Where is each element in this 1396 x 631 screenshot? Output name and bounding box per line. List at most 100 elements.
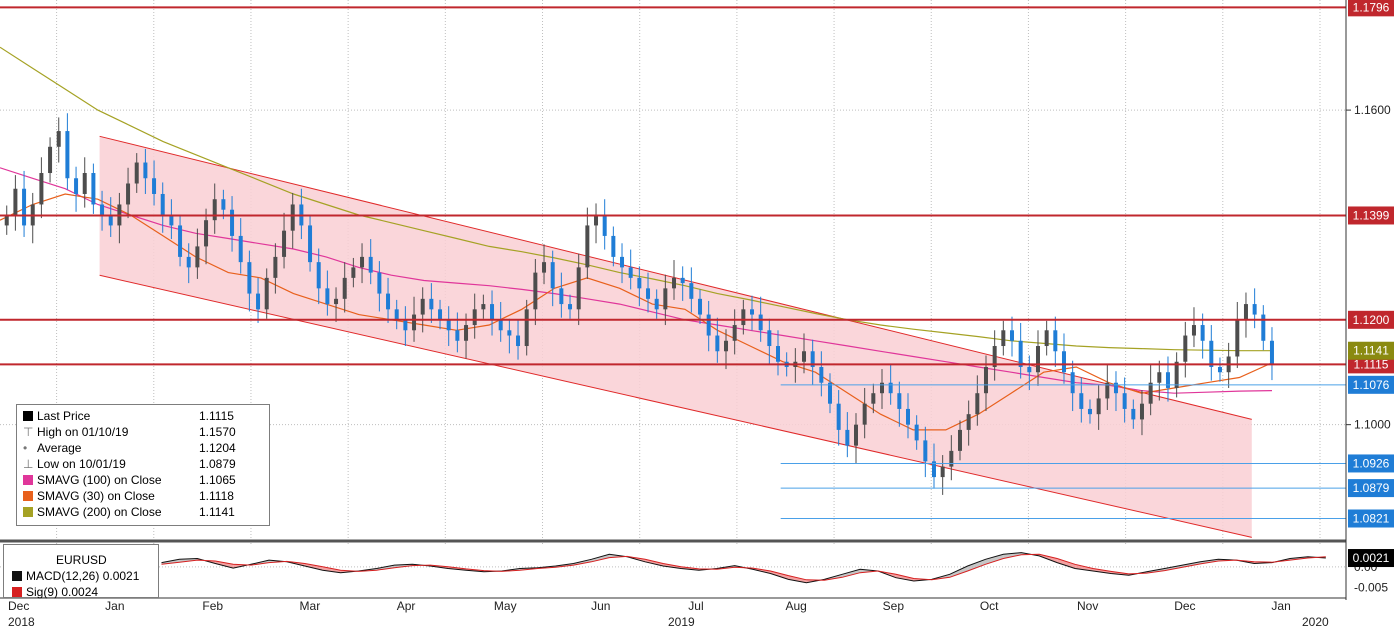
candle-body bbox=[706, 314, 711, 336]
legend-label: Low on 10/01/19 bbox=[37, 457, 126, 471]
candle-body bbox=[403, 319, 408, 331]
legend-row: SMAVG (100) on Close 1.1065 bbox=[23, 473, 236, 489]
candle-body bbox=[4, 214, 9, 226]
legend-row: • Average 1.1204 bbox=[23, 441, 236, 457]
candle-body bbox=[186, 256, 191, 268]
macd-histogram-fill bbox=[1164, 565, 1183, 571]
x-tick-label: Apr bbox=[397, 599, 416, 613]
candle-body bbox=[490, 304, 495, 320]
candle-body bbox=[91, 173, 96, 205]
candle-body bbox=[264, 277, 269, 310]
macd-histogram-fill bbox=[215, 560, 234, 569]
candle-body bbox=[776, 346, 781, 362]
candle-body bbox=[221, 199, 226, 210]
candle-body bbox=[689, 283, 694, 299]
candle-body bbox=[802, 351, 807, 362]
candle-body bbox=[1191, 325, 1196, 336]
candle-body bbox=[360, 256, 365, 268]
candle-body bbox=[1243, 304, 1248, 320]
candle-body bbox=[1113, 382, 1118, 394]
candle-body bbox=[949, 450, 954, 467]
macd-legend-row: MACD(12,26) 0.0021 bbox=[12, 569, 139, 583]
candle-body bbox=[100, 204, 105, 215]
legend-marker-icon: • bbox=[23, 441, 28, 455]
macd-histogram-fill bbox=[949, 565, 968, 578]
candle-body bbox=[931, 461, 936, 478]
macd-legend-title: EURUSD bbox=[56, 553, 107, 567]
legend-label: High on 01/10/19 bbox=[37, 425, 129, 439]
moving-averages bbox=[0, 46, 1273, 431]
candle-body bbox=[828, 382, 833, 404]
candle-body bbox=[169, 214, 174, 226]
candle-body bbox=[698, 298, 703, 315]
price-tag-label: 1.0926 bbox=[1353, 456, 1390, 470]
candle-body bbox=[56, 131, 61, 147]
candle-body bbox=[13, 188, 18, 215]
x-tick-label: Sep bbox=[883, 599, 905, 613]
candle-body bbox=[108, 214, 113, 226]
legend-value: 1.1204 bbox=[199, 441, 236, 455]
macd-swatch bbox=[12, 571, 22, 581]
candle-body bbox=[334, 298, 339, 305]
candle-body bbox=[1001, 330, 1006, 347]
candle-body bbox=[48, 146, 53, 174]
candle-body bbox=[810, 351, 815, 367]
x-tick-label: Jul bbox=[688, 599, 703, 613]
candle-body bbox=[559, 288, 564, 305]
candle-body bbox=[282, 230, 287, 257]
candle-body bbox=[585, 225, 590, 268]
candle-body bbox=[975, 393, 980, 415]
channel-fill bbox=[99, 136, 1252, 538]
sma-line-2 bbox=[0, 46, 1272, 352]
sma-line-0 bbox=[0, 167, 1273, 394]
legend-value: 1.1115 bbox=[199, 409, 234, 423]
candle-body bbox=[498, 319, 503, 331]
level-tag bbox=[1348, 310, 1394, 329]
legend-swatch bbox=[23, 475, 33, 485]
candle-body bbox=[1070, 372, 1075, 394]
candle-body bbox=[446, 319, 451, 331]
candle-body bbox=[628, 267, 633, 278]
candle-body bbox=[1252, 304, 1257, 315]
x-tick-label: Mar bbox=[300, 599, 321, 613]
candle-body bbox=[888, 382, 893, 394]
candle-body bbox=[905, 408, 910, 425]
candle-body bbox=[568, 304, 573, 310]
horizontal-levels: 1.17961.13991.12001.11151.11411.10761.09… bbox=[0, 0, 1394, 528]
candle-body bbox=[160, 193, 165, 215]
legend-row: Last Price 1.1115 bbox=[23, 409, 234, 425]
candle-body bbox=[819, 366, 824, 383]
candle-body bbox=[680, 277, 685, 284]
candle-body bbox=[1131, 408, 1136, 420]
price-tag-label: 1.0879 bbox=[1353, 481, 1390, 495]
candle-body bbox=[620, 256, 625, 268]
candle-body bbox=[126, 183, 131, 205]
year-label: 2018 bbox=[8, 615, 35, 629]
candle-body bbox=[1009, 330, 1014, 341]
candle-body bbox=[1165, 372, 1170, 388]
candle-body bbox=[1261, 314, 1266, 341]
legend-label: Average bbox=[37, 441, 82, 455]
legend-marker-icon: ⊥ bbox=[23, 457, 34, 471]
candle-body bbox=[732, 325, 737, 341]
legend-value: 1.1065 bbox=[199, 473, 236, 487]
candle-body bbox=[1035, 346, 1040, 373]
legend-label: SMAVG (200) on Close bbox=[37, 505, 162, 519]
macd-histogram-fill bbox=[985, 554, 1004, 565]
candle-body bbox=[238, 235, 243, 263]
macd-histogram-fill bbox=[591, 554, 610, 562]
candle-body bbox=[1200, 325, 1205, 341]
y-axis: 1.1600 1.1000 bbox=[1346, 103, 1391, 432]
candle-body bbox=[429, 298, 434, 310]
candle-body bbox=[836, 403, 841, 430]
candle-body bbox=[845, 429, 850, 446]
candle-body bbox=[1096, 398, 1101, 415]
candle-body bbox=[464, 325, 469, 341]
x-tick-label: Dec bbox=[8, 599, 29, 613]
x-tick-label: Jan bbox=[105, 599, 124, 613]
candle-body bbox=[438, 309, 443, 320]
candle-body bbox=[1087, 408, 1092, 415]
candle-body bbox=[983, 366, 988, 394]
candle-body bbox=[420, 298, 425, 315]
